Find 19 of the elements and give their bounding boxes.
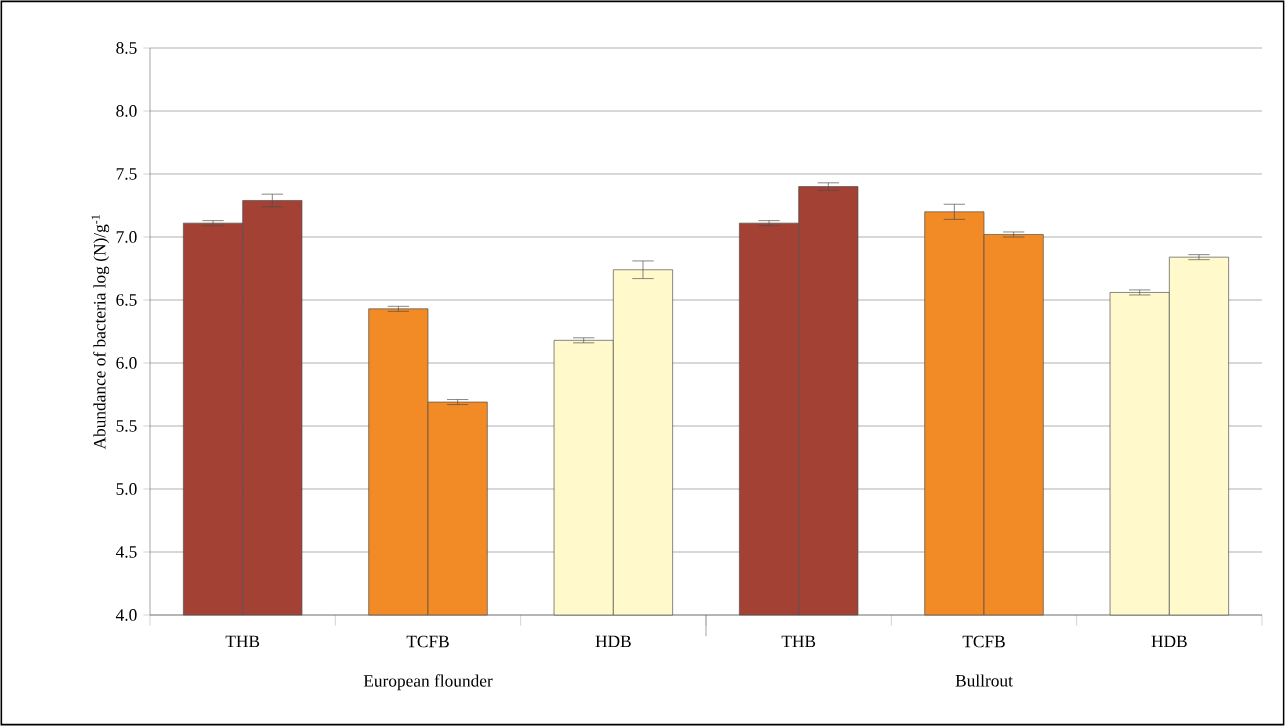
x-tick-label: TCFB	[962, 635, 1005, 648]
y-tick-label: 6.0	[116, 357, 137, 369]
y-tick-label: 4.0	[115, 609, 137, 621]
x-tick-label: THB	[225, 635, 260, 648]
y-axis-title: Abundance of bacteria log (N)/g$^{-1}$	[91, 214, 110, 450]
y-tick-label: 5.5	[116, 420, 137, 432]
text: European flounder	[363, 674, 493, 691]
y-tick-label: 8.0	[116, 105, 137, 117]
y-tick-label: 6.5	[116, 294, 137, 306]
x-tick-label: HDB	[1151, 635, 1187, 648]
y-tick-label: 7.5	[116, 168, 137, 180]
x-tick-label: HDB	[595, 635, 631, 648]
x-tick-label: THB	[781, 635, 816, 648]
x-tick-label: TCFB	[406, 635, 449, 648]
y-tick-label: 8.5	[116, 42, 137, 54]
y-tick-label: 5.0	[116, 483, 137, 495]
y-tick-label: 4.5	[115, 546, 137, 558]
y-tick-label: 7.0	[116, 231, 137, 243]
text: Bullrout	[955, 674, 1013, 687]
